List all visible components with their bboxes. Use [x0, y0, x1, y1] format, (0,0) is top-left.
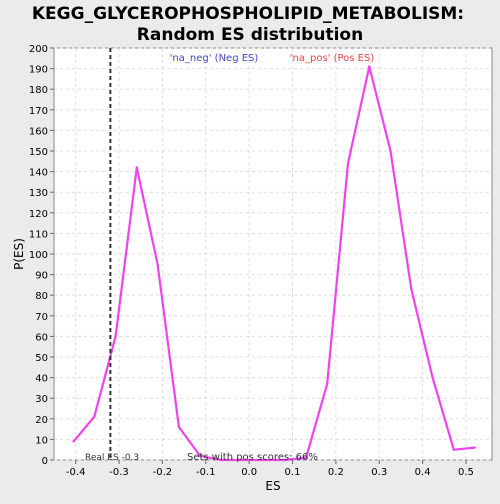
axes: 0 10 20 30 40 50 60 70 80 90 100 110 120 130 140 150 160…	[29, 44, 474, 478]
series-point	[156, 263, 159, 266]
x-axis-label: ES	[265, 479, 280, 493]
y-tick-label: 160	[29, 126, 48, 137]
x-tick-label: 0.2	[328, 467, 344, 478]
legend-neg-label: 'na_neg' (Neg ES)	[170, 53, 259, 64]
y-tick-label: 140	[29, 168, 48, 179]
series-line	[72, 65, 475, 462]
series-point	[389, 149, 392, 153]
series-point	[262, 458, 265, 462]
y-tick-label: 60	[35, 332, 48, 343]
y-tick-label: 20	[35, 415, 48, 426]
series-point	[346, 162, 350, 165]
chart-title-line1: KEGG_GLYCEROPHOSPHOLIPID_METABOLISM:	[32, 4, 464, 24]
y-tick-label: 40	[35, 374, 48, 385]
series-point	[283, 458, 286, 462]
y-tick-label: 200	[29, 44, 48, 55]
x-tick-label: 0.1	[285, 467, 301, 478]
x-tick-label: -0.1	[196, 467, 216, 478]
series-point	[72, 440, 75, 443]
y-tick-label: 90	[35, 271, 48, 282]
series-point	[410, 287, 413, 291]
series-point	[241, 458, 244, 462]
x-tick-label: 0.3	[371, 467, 387, 478]
y-tick-label: 170	[29, 106, 48, 117]
series-layer	[72, 65, 476, 462]
y-tick-label: 180	[29, 85, 48, 96]
chart-title-line2: Random ES distribution	[137, 25, 363, 45]
y-tick-label: 80	[35, 291, 48, 302]
x-tick-label: -0.2	[153, 467, 173, 478]
x-tick-label: -0.4	[66, 467, 86, 478]
series-point	[304, 456, 308, 460]
legend-pos-label: 'na_pos' (Pos ES)	[290, 53, 375, 64]
series-point	[177, 425, 181, 429]
x-tick-label: 0.0	[241, 467, 257, 478]
series-point	[452, 448, 456, 451]
y-axis-label: P(ES)	[12, 238, 26, 270]
series-point	[473, 446, 476, 449]
y-tick-label: 30	[35, 394, 48, 405]
series-point	[135, 166, 139, 169]
series-point	[368, 65, 371, 68]
y-tick-label: 50	[35, 353, 48, 364]
y-tick-label: 110	[29, 229, 48, 240]
real-es-label: Real ES -0.3	[85, 453, 139, 463]
y-tick-label: 100	[29, 250, 48, 261]
series-point	[93, 415, 96, 418]
series-point	[220, 458, 223, 462]
series-point	[198, 454, 202, 458]
series-point	[431, 376, 434, 379]
series-point	[326, 382, 329, 385]
y-tick-label: 150	[29, 147, 48, 158]
x-tick-label: -0.3	[109, 467, 129, 478]
series-point	[114, 335, 117, 338]
x-tick-label: 0.4	[415, 467, 431, 478]
x-tick-label: 0.5	[458, 467, 474, 478]
y-tick-label: 0	[42, 456, 48, 467]
y-tick-label: 70	[35, 312, 48, 323]
y-tick-label: 10	[35, 435, 48, 446]
y-tick-label: 190	[29, 65, 48, 76]
y-tick-label: 120	[29, 209, 48, 220]
pos-scores-annotation: Sets with pos scores: 66%	[187, 452, 318, 463]
y-tick-label: 130	[29, 188, 48, 199]
